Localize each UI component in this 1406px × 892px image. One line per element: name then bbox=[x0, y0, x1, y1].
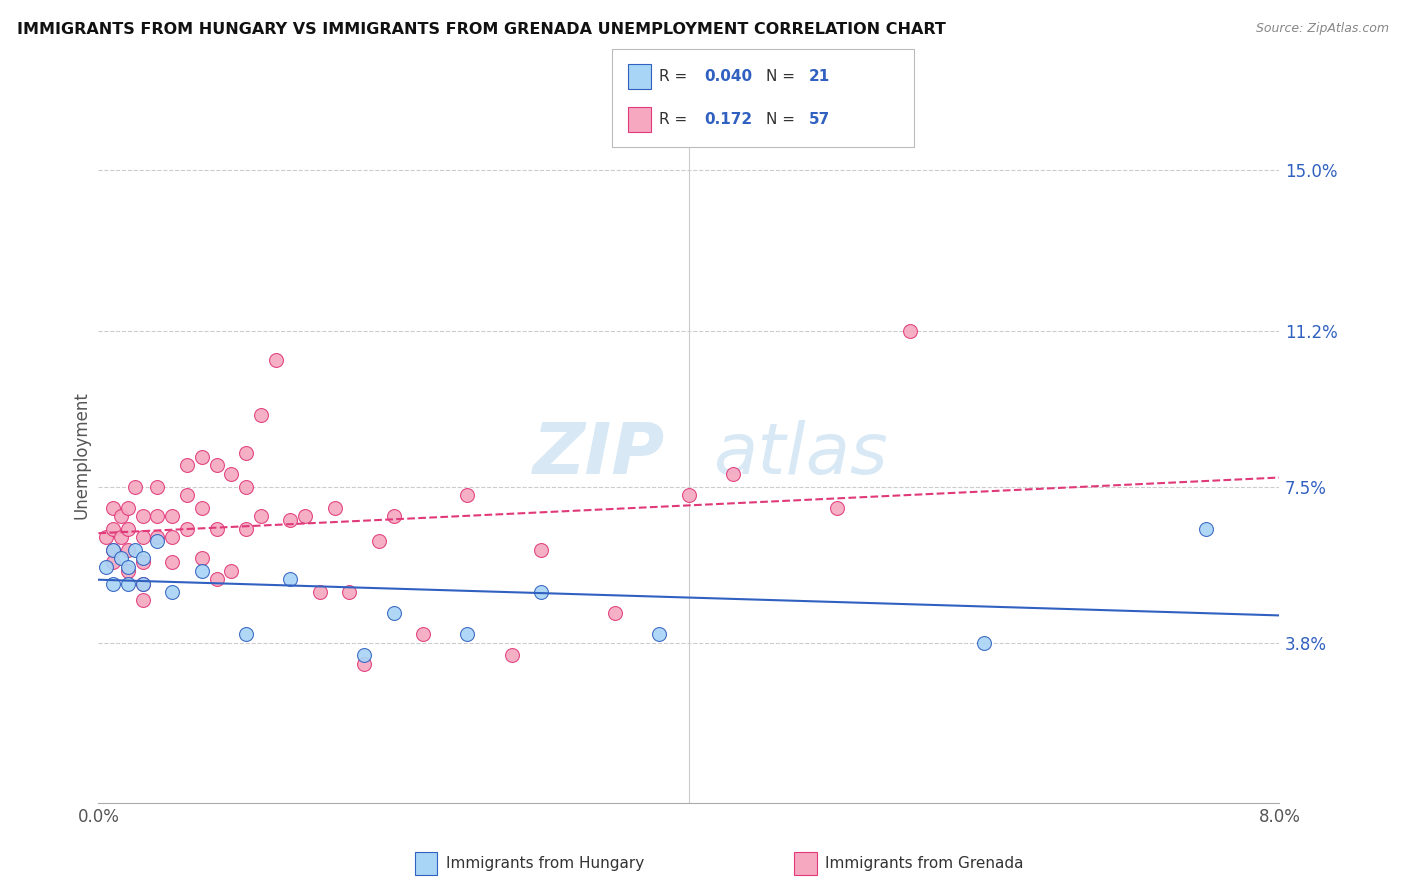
Point bbox=[353, 648, 375, 663]
Point bbox=[103, 542, 125, 557]
Text: IMMIGRANTS FROM HUNGARY VS IMMIGRANTS FROM GRENADA UNEMPLOYMENT CORRELATION CHAR: IMMIGRANTS FROM HUNGARY VS IMMIGRANTS FR… bbox=[17, 22, 946, 37]
Text: atlas: atlas bbox=[713, 420, 887, 490]
Point bbox=[219, 564, 242, 578]
Point bbox=[456, 627, 478, 641]
Text: Source: ZipAtlas.com: Source: ZipAtlas.com bbox=[1256, 22, 1389, 36]
Point bbox=[117, 564, 139, 578]
Point bbox=[278, 572, 302, 586]
Point bbox=[124, 542, 146, 557]
Point bbox=[132, 593, 155, 607]
Text: N =: N = bbox=[766, 112, 800, 128]
Point bbox=[103, 542, 125, 557]
Text: Immigrants from Grenada: Immigrants from Grenada bbox=[825, 856, 1024, 871]
Point bbox=[235, 479, 257, 493]
Text: R =: R = bbox=[659, 69, 693, 84]
Point bbox=[191, 450, 214, 464]
Point bbox=[191, 500, 214, 515]
Point bbox=[900, 324, 922, 338]
Text: 21: 21 bbox=[808, 69, 830, 84]
Point bbox=[146, 509, 169, 524]
Point bbox=[721, 467, 744, 481]
Point bbox=[117, 576, 139, 591]
Point bbox=[382, 606, 405, 620]
Point bbox=[132, 530, 155, 544]
Point bbox=[103, 522, 125, 536]
Point bbox=[94, 530, 117, 544]
Point bbox=[103, 556, 125, 570]
Point bbox=[117, 542, 139, 557]
Point bbox=[205, 522, 228, 536]
Point bbox=[124, 479, 146, 493]
Text: ZIP: ZIP bbox=[533, 420, 665, 490]
Point bbox=[132, 576, 155, 591]
Point bbox=[132, 551, 155, 566]
Point bbox=[103, 500, 125, 515]
Point bbox=[191, 551, 214, 566]
Point bbox=[117, 500, 139, 515]
Point bbox=[235, 446, 257, 460]
Point bbox=[501, 648, 523, 663]
Point bbox=[132, 556, 155, 570]
Point bbox=[176, 488, 198, 502]
Point bbox=[278, 513, 302, 527]
Point bbox=[648, 627, 671, 641]
Point bbox=[132, 576, 155, 591]
Point bbox=[110, 551, 132, 566]
Text: 0.172: 0.172 bbox=[704, 112, 752, 128]
Point bbox=[162, 585, 183, 599]
Point bbox=[678, 488, 700, 502]
Point bbox=[250, 408, 273, 422]
Point bbox=[146, 479, 169, 493]
Point bbox=[367, 534, 389, 549]
Point bbox=[973, 635, 995, 649]
Point bbox=[205, 458, 228, 473]
Point bbox=[146, 534, 169, 549]
Point bbox=[382, 509, 405, 524]
Point bbox=[264, 353, 287, 368]
Point bbox=[205, 572, 228, 586]
Point bbox=[605, 606, 627, 620]
Point bbox=[337, 585, 360, 599]
Point bbox=[110, 530, 132, 544]
Point bbox=[110, 509, 132, 524]
Text: N =: N = bbox=[766, 69, 800, 84]
Point bbox=[162, 530, 183, 544]
Point bbox=[117, 522, 139, 536]
Point bbox=[162, 556, 183, 570]
Point bbox=[191, 564, 214, 578]
Text: 57: 57 bbox=[808, 112, 830, 128]
Y-axis label: Unemployment: Unemployment bbox=[72, 391, 90, 519]
Point bbox=[323, 500, 346, 515]
Point bbox=[117, 559, 139, 574]
Point bbox=[294, 509, 316, 524]
Point bbox=[162, 509, 183, 524]
Text: R =: R = bbox=[659, 112, 693, 128]
Text: Immigrants from Hungary: Immigrants from Hungary bbox=[446, 856, 644, 871]
Point bbox=[235, 627, 257, 641]
Point bbox=[308, 585, 332, 599]
Point bbox=[530, 542, 553, 557]
Point bbox=[530, 585, 553, 599]
Point bbox=[176, 458, 198, 473]
Point bbox=[132, 509, 155, 524]
Point bbox=[103, 576, 125, 591]
Point bbox=[456, 488, 478, 502]
Point bbox=[353, 657, 375, 671]
Point bbox=[235, 522, 257, 536]
Point bbox=[250, 509, 273, 524]
Point bbox=[825, 500, 848, 515]
Point bbox=[219, 467, 242, 481]
Point bbox=[1194, 522, 1216, 536]
Point bbox=[412, 627, 434, 641]
Point bbox=[176, 522, 198, 536]
Point bbox=[146, 530, 169, 544]
Point bbox=[94, 559, 117, 574]
Text: 0.040: 0.040 bbox=[704, 69, 752, 84]
